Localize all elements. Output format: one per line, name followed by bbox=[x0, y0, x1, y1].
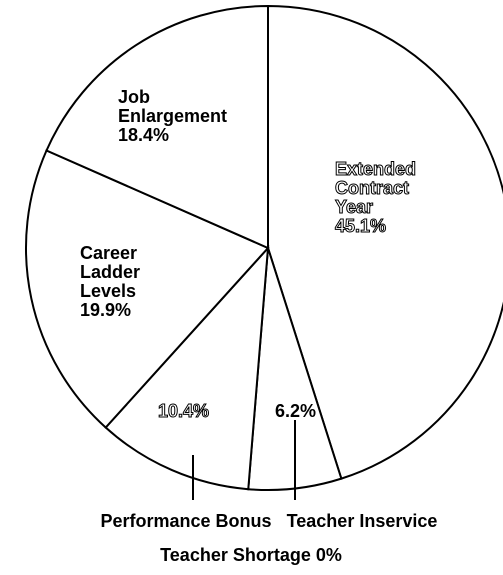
pie-slice bbox=[267, 4, 503, 480]
slice-label: Teacher Shortage 0% bbox=[160, 546, 342, 565]
slice-percent: 6.2% bbox=[275, 401, 317, 421]
slice-name: Job Enlargement bbox=[118, 87, 228, 126]
slice-label: Extended Contract Year 45.1% bbox=[334, 159, 417, 236]
slice-percent: 0% bbox=[315, 545, 342, 565]
pie-slice bbox=[25, 149, 270, 429]
slice-percent: 19.9% bbox=[80, 300, 132, 320]
slice-name: Extended Contract Year bbox=[334, 159, 417, 217]
slice-percent: 18.4% bbox=[118, 125, 170, 145]
pie-slice bbox=[45, 4, 269, 250]
slice-name: Career Ladder Levels bbox=[80, 243, 141, 301]
pie-slice bbox=[104, 245, 270, 491]
slice-name: Performance Bonus bbox=[100, 511, 272, 531]
slice-label: Job Enlargement 18.4% bbox=[118, 88, 227, 145]
slice-name: Teacher Inservice bbox=[286, 511, 438, 531]
slice-label: Career Ladder Levels 19.9% bbox=[80, 244, 140, 320]
slice-percent: 10.4% bbox=[157, 401, 210, 421]
slice-percent: 45.1% bbox=[334, 216, 387, 236]
slice-name: Teacher Shortage bbox=[160, 545, 311, 565]
